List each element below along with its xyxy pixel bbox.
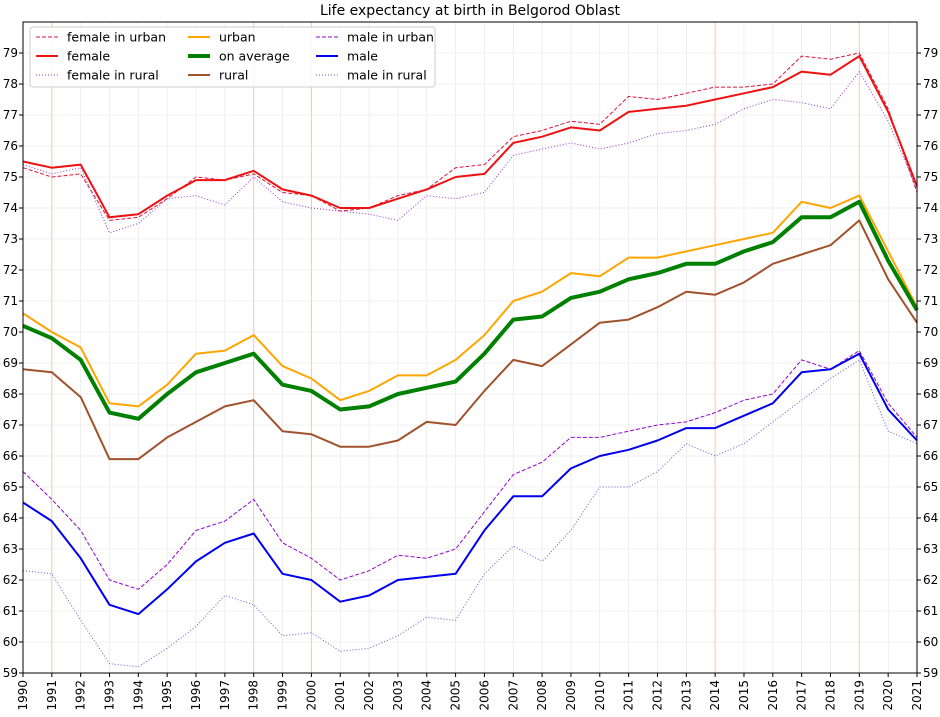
series-line-urban [22, 194, 918, 408]
y-tick-label-left: 76 [3, 139, 18, 153]
x-tick-label: 2013 [679, 680, 693, 711]
y-tick-label-right: 66 [923, 449, 938, 463]
x-tick-label: 1990 [16, 680, 30, 711]
series-line-rural [22, 219, 918, 461]
x-tick-label: 2007 [506, 680, 520, 711]
grid-lines [22, 22, 918, 674]
y-tick-label-right: 72 [923, 263, 938, 277]
x-tick-label: 2005 [449, 680, 463, 711]
x-tick-label: 2004 [420, 680, 434, 711]
y-tick-label-right: 71 [923, 294, 938, 308]
y-tick-label-right: 70 [923, 325, 938, 339]
y-tick-label-left: 65 [3, 480, 18, 494]
x-tick-label: 2008 [535, 680, 549, 711]
y-tick-label-left: 79 [3, 46, 18, 60]
x-tick-label: 2002 [362, 680, 376, 711]
x-tick-label: 2019 [852, 680, 866, 711]
x-tick-label: 1992 [74, 680, 88, 711]
series-line-male [22, 352, 918, 616]
x-tick-label: 2017 [795, 680, 809, 711]
y-tick-label-right: 61 [923, 604, 938, 618]
y-tick-label-left: 59 [3, 666, 18, 680]
y-tick-label-left: 60 [3, 635, 18, 649]
y-tick-label-right: 67 [923, 418, 938, 432]
x-tick-label: 2012 [650, 680, 664, 711]
x-tick-label: 1995 [160, 680, 174, 711]
x-tick-label: 2000 [304, 680, 318, 711]
y-tick-label-right: 79 [923, 46, 938, 60]
x-tick-label: 2018 [823, 680, 837, 711]
legend-box [29, 26, 436, 88]
y-tick-label-right: 59 [923, 666, 938, 680]
y-tick-label-left: 68 [3, 387, 18, 401]
y-tick-label-left: 69 [3, 356, 18, 370]
y-tick-label-left: 63 [3, 542, 18, 556]
series-line-female [22, 55, 918, 219]
y-tick-label-left: 64 [3, 511, 18, 525]
legend-label: male in urban [347, 30, 434, 45]
x-tick-label: 2003 [391, 680, 405, 711]
x-tick-label: 1994 [131, 680, 145, 711]
y-tick-label-right: 65 [923, 480, 938, 494]
x-tick-label: 1993 [103, 680, 117, 711]
y-tick-label-right: 77 [923, 108, 938, 122]
y-tick-label-left: 71 [3, 294, 18, 308]
x-tick-label: 2001 [333, 680, 347, 711]
legend-label: on average [219, 49, 290, 64]
y-tick-label-right: 78 [923, 77, 938, 91]
series-line-on-average [22, 199, 919, 421]
series-lines [22, 52, 919, 668]
x-tick-label: 2010 [593, 680, 607, 711]
x-tick-label: 1999 [276, 680, 290, 711]
y-tick-label-left: 75 [3, 170, 18, 184]
series-line-male-in-rural [22, 359, 918, 668]
y-tick-label-left: 66 [3, 449, 18, 463]
series-line-female-in-urban [22, 52, 918, 221]
x-tick-label: 2016 [766, 680, 780, 711]
y-tick-label-right: 68 [923, 387, 938, 401]
y-tick-label-right: 64 [923, 511, 938, 525]
legend-label: male [347, 49, 378, 64]
x-tick-label: 1991 [45, 680, 59, 711]
x-tick-label: 1996 [189, 680, 203, 711]
x-tick-label: 2020 [881, 680, 895, 711]
x-tick-label: 1998 [247, 680, 261, 711]
y-tick-label-right: 76 [923, 139, 938, 153]
y-tick-label-left: 67 [3, 418, 18, 432]
axis-ticks: 59 59 60 60 61 61 62 62 63 63 64 64 65 65 66 66 67 67 68 68… [3, 46, 939, 711]
y-tick-label-right: 60 [923, 635, 938, 649]
x-tick-label: 2011 [622, 680, 636, 711]
x-tick-label: 2006 [477, 680, 491, 711]
legend-label: urban [219, 30, 256, 45]
y-tick-label-right: 74 [923, 201, 938, 215]
x-tick-label: 2014 [708, 680, 722, 711]
legend-label: rural [219, 68, 248, 83]
x-tick-label: 1997 [218, 680, 232, 711]
legend-label: male in rural [347, 68, 427, 83]
legend-label: female [67, 49, 110, 64]
legend-label: female in rural [67, 68, 159, 83]
y-tick-label-left: 78 [3, 77, 18, 91]
y-tick-label-left: 70 [3, 325, 18, 339]
y-tick-label-right: 73 [923, 232, 938, 246]
y-tick-label-left: 73 [3, 232, 18, 246]
series-line-female-in-rural [22, 71, 918, 234]
x-tick-label: 2009 [564, 680, 578, 711]
y-tick-label-right: 69 [923, 356, 938, 370]
y-tick-label-right: 75 [923, 170, 938, 184]
legend: female in urban female female in rural urba… [29, 26, 436, 88]
y-tick-label-left: 61 [3, 604, 18, 618]
chart-title: Life expectancy at birth in Belgorod Obl… [320, 3, 621, 19]
plot-frame [22, 21, 918, 674]
y-tick-label-left: 62 [3, 573, 18, 587]
y-tick-label-left: 77 [3, 108, 18, 122]
x-tick-label: 2021 [910, 680, 924, 711]
y-tick-label-right: 62 [923, 573, 938, 587]
y-tick-label-left: 72 [3, 263, 18, 277]
x-tick-label: 2015 [737, 680, 751, 711]
legend-label: female in urban [67, 30, 166, 45]
y-tick-label-left: 74 [3, 201, 18, 215]
y-tick-label-right: 63 [923, 542, 938, 556]
